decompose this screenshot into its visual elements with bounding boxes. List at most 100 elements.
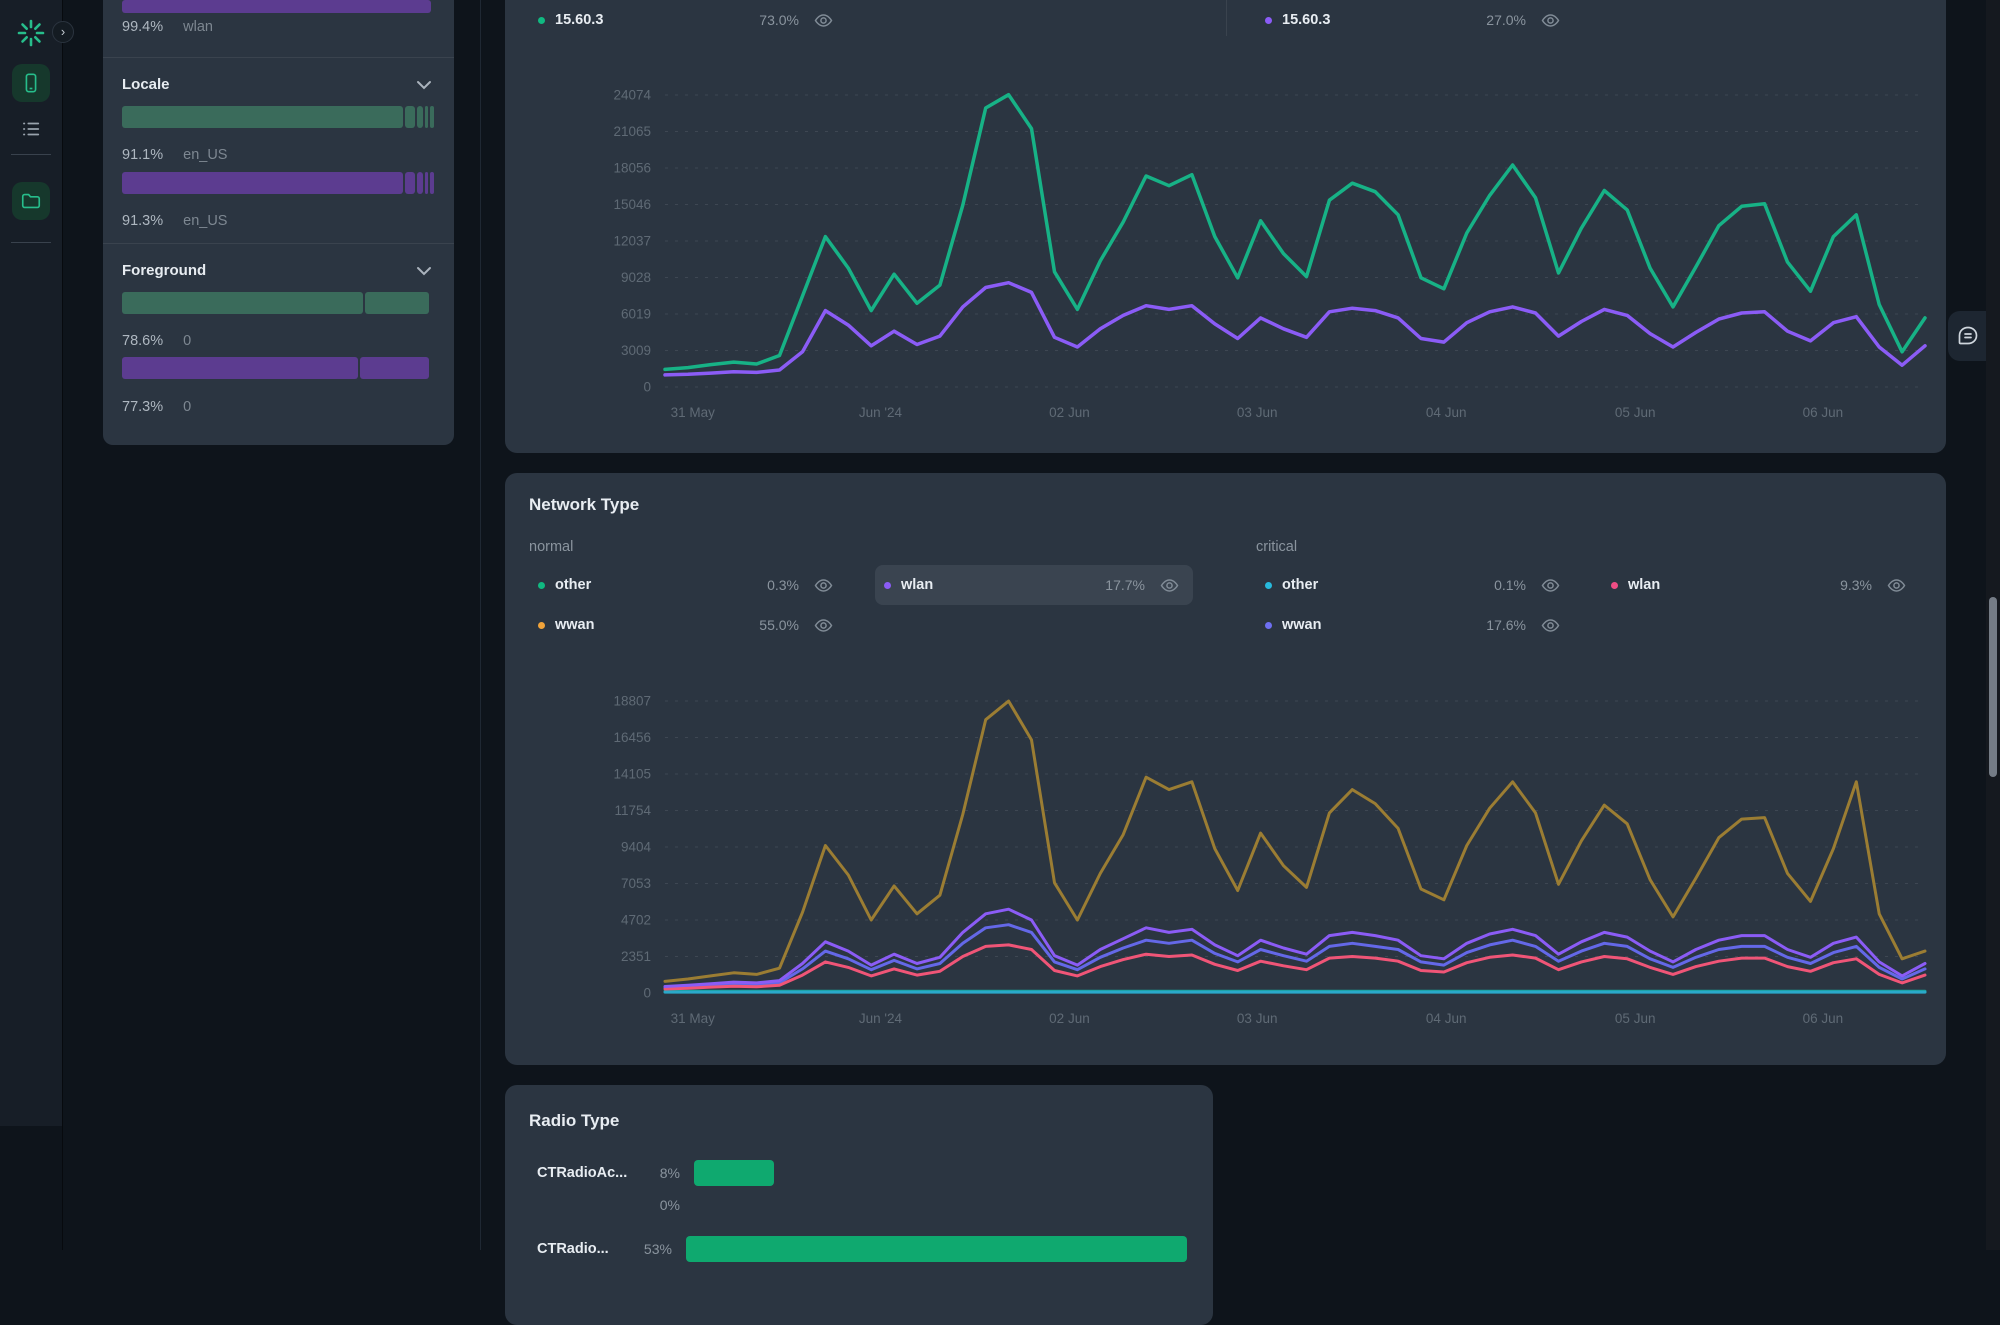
visibility-toggle[interactable] bbox=[814, 578, 833, 593]
filter-label: en_US bbox=[183, 213, 228, 229]
svg-text:18056: 18056 bbox=[613, 161, 651, 176]
rail-divider bbox=[11, 242, 51, 243]
filter-value-row: 78.6% 0 bbox=[122, 333, 191, 349]
series-label: wwan bbox=[1282, 617, 1322, 633]
card-title: Radio Type bbox=[529, 1111, 620, 1130]
eye-icon bbox=[1541, 618, 1560, 632]
series-value: 9.3% bbox=[1840, 577, 1872, 593]
chevron-down-icon bbox=[417, 267, 431, 276]
series-color-dot bbox=[538, 581, 545, 589]
expand-sidebar-button[interactable]: › bbox=[52, 21, 74, 43]
folder-icon bbox=[21, 193, 41, 209]
filter-label: en_US bbox=[183, 147, 228, 163]
legend-chip-version-a[interactable]: 15.60.3 73.0% bbox=[529, 0, 847, 40]
visibility-toggle[interactable] bbox=[1160, 578, 1179, 593]
icon-rail bbox=[0, 0, 62, 1126]
svg-text:02 Jun: 02 Jun bbox=[1049, 405, 1090, 420]
chart-canvas: 18807 16456 14105 11754 9404 7053 4702 2351 0 31 … bbox=[613, 694, 1927, 1026]
series-color-dot bbox=[538, 16, 545, 24]
radio-label: CTRadio... bbox=[537, 1241, 609, 1257]
series-value: 0.1% bbox=[1494, 577, 1526, 593]
series-color-dot bbox=[1265, 581, 1272, 589]
radio-bar bbox=[694, 1160, 774, 1186]
group-label-normal: normal bbox=[529, 539, 574, 555]
filter-value-row: 91.1% en_US bbox=[122, 147, 227, 163]
series-label: 15.60.3 bbox=[555, 12, 604, 28]
series-color-dot bbox=[538, 621, 545, 629]
filter-label: 0 bbox=[183, 399, 192, 415]
collapse-section-button[interactable] bbox=[416, 80, 432, 90]
card-title: Network Type bbox=[529, 495, 640, 514]
version-line-chart: 24074 21065 18056 15046 12037 9028 6019 3009 0 31… bbox=[505, 80, 1946, 440]
visibility-toggle[interactable] bbox=[814, 13, 833, 28]
chevron-down-icon bbox=[417, 81, 431, 90]
svg-text:05 Jun: 05 Jun bbox=[1615, 1011, 1656, 1026]
series-value: 55.0% bbox=[759, 617, 799, 633]
svg-text:Jun '24: Jun '24 bbox=[859, 1011, 903, 1026]
sidebar-item-devices[interactable] bbox=[12, 64, 50, 102]
visibility-toggle[interactable] bbox=[814, 618, 833, 633]
rail-divider bbox=[11, 154, 51, 155]
legend-chip-critical-wwan[interactable]: wwan 17.6% bbox=[1256, 605, 1574, 645]
filter-percent: 77.3% bbox=[122, 399, 164, 415]
svg-text:21065: 21065 bbox=[613, 124, 651, 139]
logo-starburst-icon bbox=[17, 19, 45, 47]
visibility-toggle[interactable] bbox=[1541, 578, 1560, 593]
filter-percent: 99.4% bbox=[122, 19, 164, 35]
series-value: 0.3% bbox=[767, 577, 799, 593]
collapse-section-button[interactable] bbox=[416, 266, 432, 276]
page-scrollbar-thumb[interactable] bbox=[1989, 597, 1997, 777]
legend-chip-version-b[interactable]: 15.60.3 27.0% bbox=[1256, 0, 1574, 40]
legend-chip-normal-other[interactable]: other 0.3% bbox=[529, 565, 847, 605]
phone-icon bbox=[25, 73, 37, 93]
filter-value-row: 77.3% 0 bbox=[122, 399, 191, 415]
eye-icon bbox=[1541, 578, 1560, 592]
section-title-foreground: Foreground bbox=[122, 262, 207, 279]
svg-text:4702: 4702 bbox=[621, 913, 651, 928]
svg-text:18807: 18807 bbox=[613, 694, 651, 709]
svg-text:04 Jun: 04 Jun bbox=[1426, 1011, 1467, 1026]
series-label: other bbox=[1282, 577, 1319, 593]
svg-text:6019: 6019 bbox=[621, 307, 651, 322]
radio-row: CTRadioAc... 8% bbox=[537, 1155, 1187, 1191]
filter-column-divider bbox=[480, 0, 481, 1250]
svg-text:0: 0 bbox=[643, 986, 651, 1001]
svg-text:12037: 12037 bbox=[613, 234, 651, 249]
visibility-toggle[interactable] bbox=[1541, 618, 1560, 633]
series-label: wwan bbox=[555, 617, 595, 633]
svg-text:9028: 9028 bbox=[621, 270, 651, 285]
legend-chip-critical-wlan[interactable]: wlan 9.3% bbox=[1602, 565, 1920, 605]
series-color-dot bbox=[1265, 16, 1272, 24]
svg-text:3009: 3009 bbox=[621, 343, 651, 358]
filter-bar bbox=[122, 292, 435, 314]
radio-value: 53% bbox=[643, 1241, 672, 1257]
section-divider bbox=[103, 57, 454, 58]
svg-text:0: 0 bbox=[643, 380, 651, 395]
radio-bar bbox=[685, 1236, 1187, 1262]
svg-text:03 Jun: 03 Jun bbox=[1237, 405, 1278, 420]
filter-label: 0 bbox=[183, 333, 192, 349]
feedback-chat-button[interactable] bbox=[1948, 311, 1988, 361]
filter-value-row: 99.4% wlan bbox=[122, 19, 213, 35]
series-color-dot bbox=[1265, 621, 1272, 629]
svg-text:05 Jun: 05 Jun bbox=[1615, 405, 1656, 420]
visibility-toggle[interactable] bbox=[1541, 13, 1560, 28]
svg-text:16456: 16456 bbox=[613, 730, 651, 745]
sidebar-item-sessions[interactable] bbox=[12, 110, 50, 148]
series-label: 15.60.3 bbox=[1282, 12, 1331, 28]
legend-column-divider bbox=[1226, 0, 1227, 36]
series-value: 17.6% bbox=[1486, 617, 1526, 633]
filter-bar bbox=[122, 357, 435, 379]
svg-text:04 Jun: 04 Jun bbox=[1426, 405, 1467, 420]
svg-text:15046: 15046 bbox=[613, 197, 651, 212]
legend-chip-critical-other[interactable]: other 0.1% bbox=[1256, 565, 1574, 605]
app-logo[interactable] bbox=[12, 14, 50, 52]
sidebar-item-files[interactable] bbox=[12, 182, 50, 220]
legend-chip-normal-wlan[interactable]: wlan 17.7% bbox=[875, 565, 1193, 605]
filter-bar bbox=[122, 172, 435, 194]
svg-text:06 Jun: 06 Jun bbox=[1803, 1011, 1844, 1026]
visibility-toggle[interactable] bbox=[1887, 578, 1906, 593]
legend-chip-normal-wwan[interactable]: wwan 55.0% bbox=[529, 605, 847, 645]
svg-text:7053: 7053 bbox=[621, 876, 651, 891]
svg-text:31 May: 31 May bbox=[671, 1011, 716, 1026]
